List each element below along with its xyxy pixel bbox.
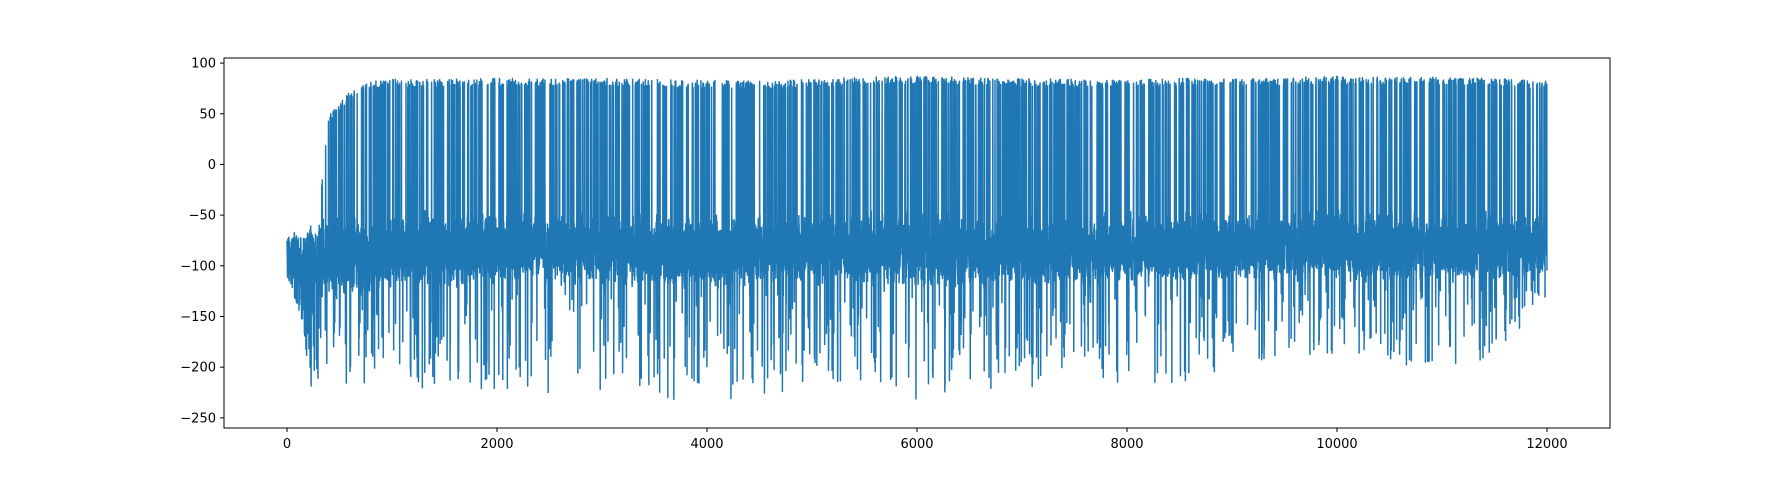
x-tick-label: 12000 (1526, 437, 1567, 452)
y-tick-label: −250 (180, 411, 216, 426)
y-tick-label: −200 (180, 361, 216, 376)
y-tick-label: −100 (180, 259, 216, 274)
y-tick-label: 50 (199, 107, 216, 122)
x-tick-label: 0 (283, 437, 291, 452)
series-line-0 (286, 75, 1548, 400)
x-tick-label: 2000 (480, 437, 513, 452)
x-tick-label: 6000 (900, 437, 933, 452)
x-tick-label: 10000 (1316, 437, 1357, 452)
series-layer (286, 75, 1548, 400)
x-axis: 0 2000 4000 6000 8000 10000 12000 (283, 428, 1568, 452)
y-tick-label: −150 (180, 310, 216, 325)
x-tick-label: 8000 (1110, 437, 1143, 452)
y-tick-label: 100 (191, 57, 216, 72)
y-axis: 100 50 0 −50 −100 −150 −200 −250 (180, 57, 224, 426)
plot-area (286, 75, 1548, 400)
y-tick-label: −50 (189, 209, 216, 224)
x-tick-label: 4000 (690, 437, 723, 452)
y-tick-label: 0 (208, 158, 216, 173)
